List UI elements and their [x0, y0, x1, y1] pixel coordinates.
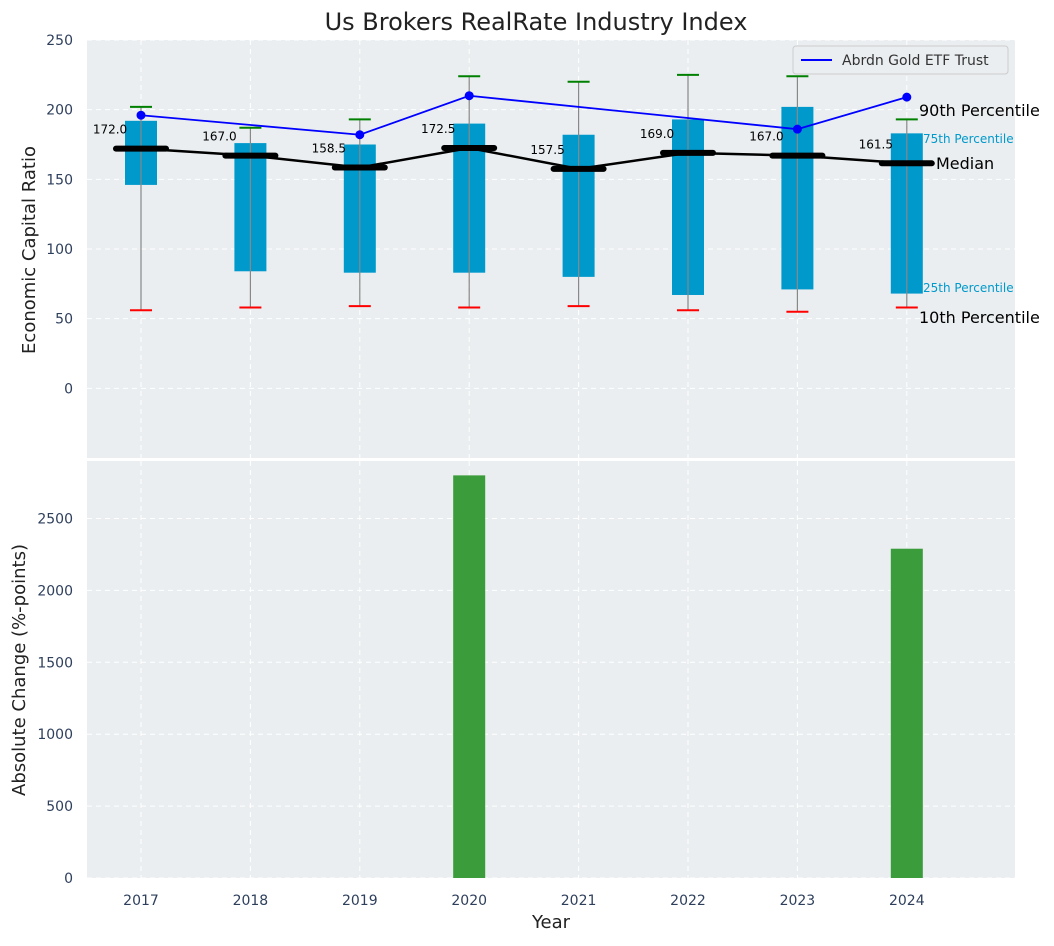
median-value-label-2020: 172.5: [421, 122, 455, 136]
median-labels-group: 172.0 167.0 158.5 172.5 157.5 169.0 167.0 161.5: [93, 122, 893, 157]
x-tick-label: 2021: [561, 893, 597, 909]
annotation-p75: 75th Percentile: [923, 132, 1014, 146]
percentile-annotations: 90th Percentile 75th Percentile Median 2…: [919, 101, 1040, 327]
median-line-group: [113, 144, 935, 172]
median-value-label-2018: 167.0: [202, 130, 236, 144]
top-y-tick-label: 50: [55, 312, 73, 328]
bottom-y-tick-label: 0: [64, 871, 73, 887]
x-tick-label: 2018: [233, 893, 269, 909]
series-line-group: [136, 91, 912, 140]
annotation-p90: 90th Percentile: [919, 101, 1040, 120]
bottom-y-tick-label: 2500: [37, 512, 73, 528]
median-value-label-2023: 167.0: [749, 130, 783, 144]
bottom-y-axis-label: Absolute Change (%-points): [9, 544, 30, 796]
bottom-y-tick-label: 1000: [37, 727, 73, 743]
legend-box: [792, 45, 1009, 75]
median-value-label-2022: 169.0: [640, 127, 674, 141]
bar-2024: [890, 548, 923, 878]
top-panel-y-ticks: 0 50 100 150 200 250: [46, 33, 73, 397]
top-y-tick-label: 250: [46, 33, 73, 49]
x-tick-label: 2019: [342, 893, 378, 909]
x-tick-label: 2023: [780, 893, 816, 909]
bottom-y-tick-label: 1500: [37, 655, 73, 671]
bottom-y-tick-label: 2000: [37, 583, 73, 599]
x-tick-label: 2017: [123, 893, 159, 909]
series-point-2023: [792, 124, 802, 134]
x-axis-label: Year: [531, 912, 571, 933]
x-tick-label: 2024: [889, 893, 925, 909]
top-y-axis-label: Economic Capital Ratio: [19, 146, 40, 354]
bottom-panel-background: [87, 461, 1015, 878]
x-ticks: 2017 2018 2019 2020 2021 2022 2023 2024: [123, 893, 925, 909]
series-point-2017: [136, 110, 146, 120]
bottom-y-tick-label: 500: [46, 799, 73, 815]
annotation-p10: 10th Percentile: [919, 308, 1040, 327]
median-value-label-2017: 172.0: [93, 123, 127, 137]
top-y-tick-label: 100: [46, 242, 73, 258]
legend: Abrdn Gold ETF Trust: [792, 45, 1009, 75]
series-point-2020: [464, 91, 474, 101]
top-y-tick-label: 200: [46, 103, 73, 119]
x-tick-label: 2020: [451, 893, 487, 909]
chart-title: Us Brokers RealRate Industry Index: [325, 8, 748, 36]
top-y-tick-label: 150: [46, 172, 73, 188]
top-y-tick-label: 0: [64, 381, 73, 397]
annotation-p25: 25th Percentile: [923, 281, 1014, 295]
bottom-panel-grid: [87, 461, 1015, 879]
median-value-label-2019: 158.5: [312, 141, 346, 155]
bar-2020: [453, 475, 486, 878]
legend-label: Abrdn Gold ETF Trust: [842, 53, 989, 69]
bar-group: [453, 475, 923, 878]
series-point-2024: [902, 92, 912, 102]
median-value-label-2024: 161.5: [859, 137, 893, 151]
x-tick-label: 2022: [670, 893, 706, 909]
annotation-median: Median: [936, 154, 994, 173]
median-value-label-2021: 157.5: [530, 143, 564, 157]
bottom-panel-y-ticks: 0 500 1000 1500 2000 2500: [37, 512, 73, 887]
series-point-2019: [355, 130, 365, 140]
